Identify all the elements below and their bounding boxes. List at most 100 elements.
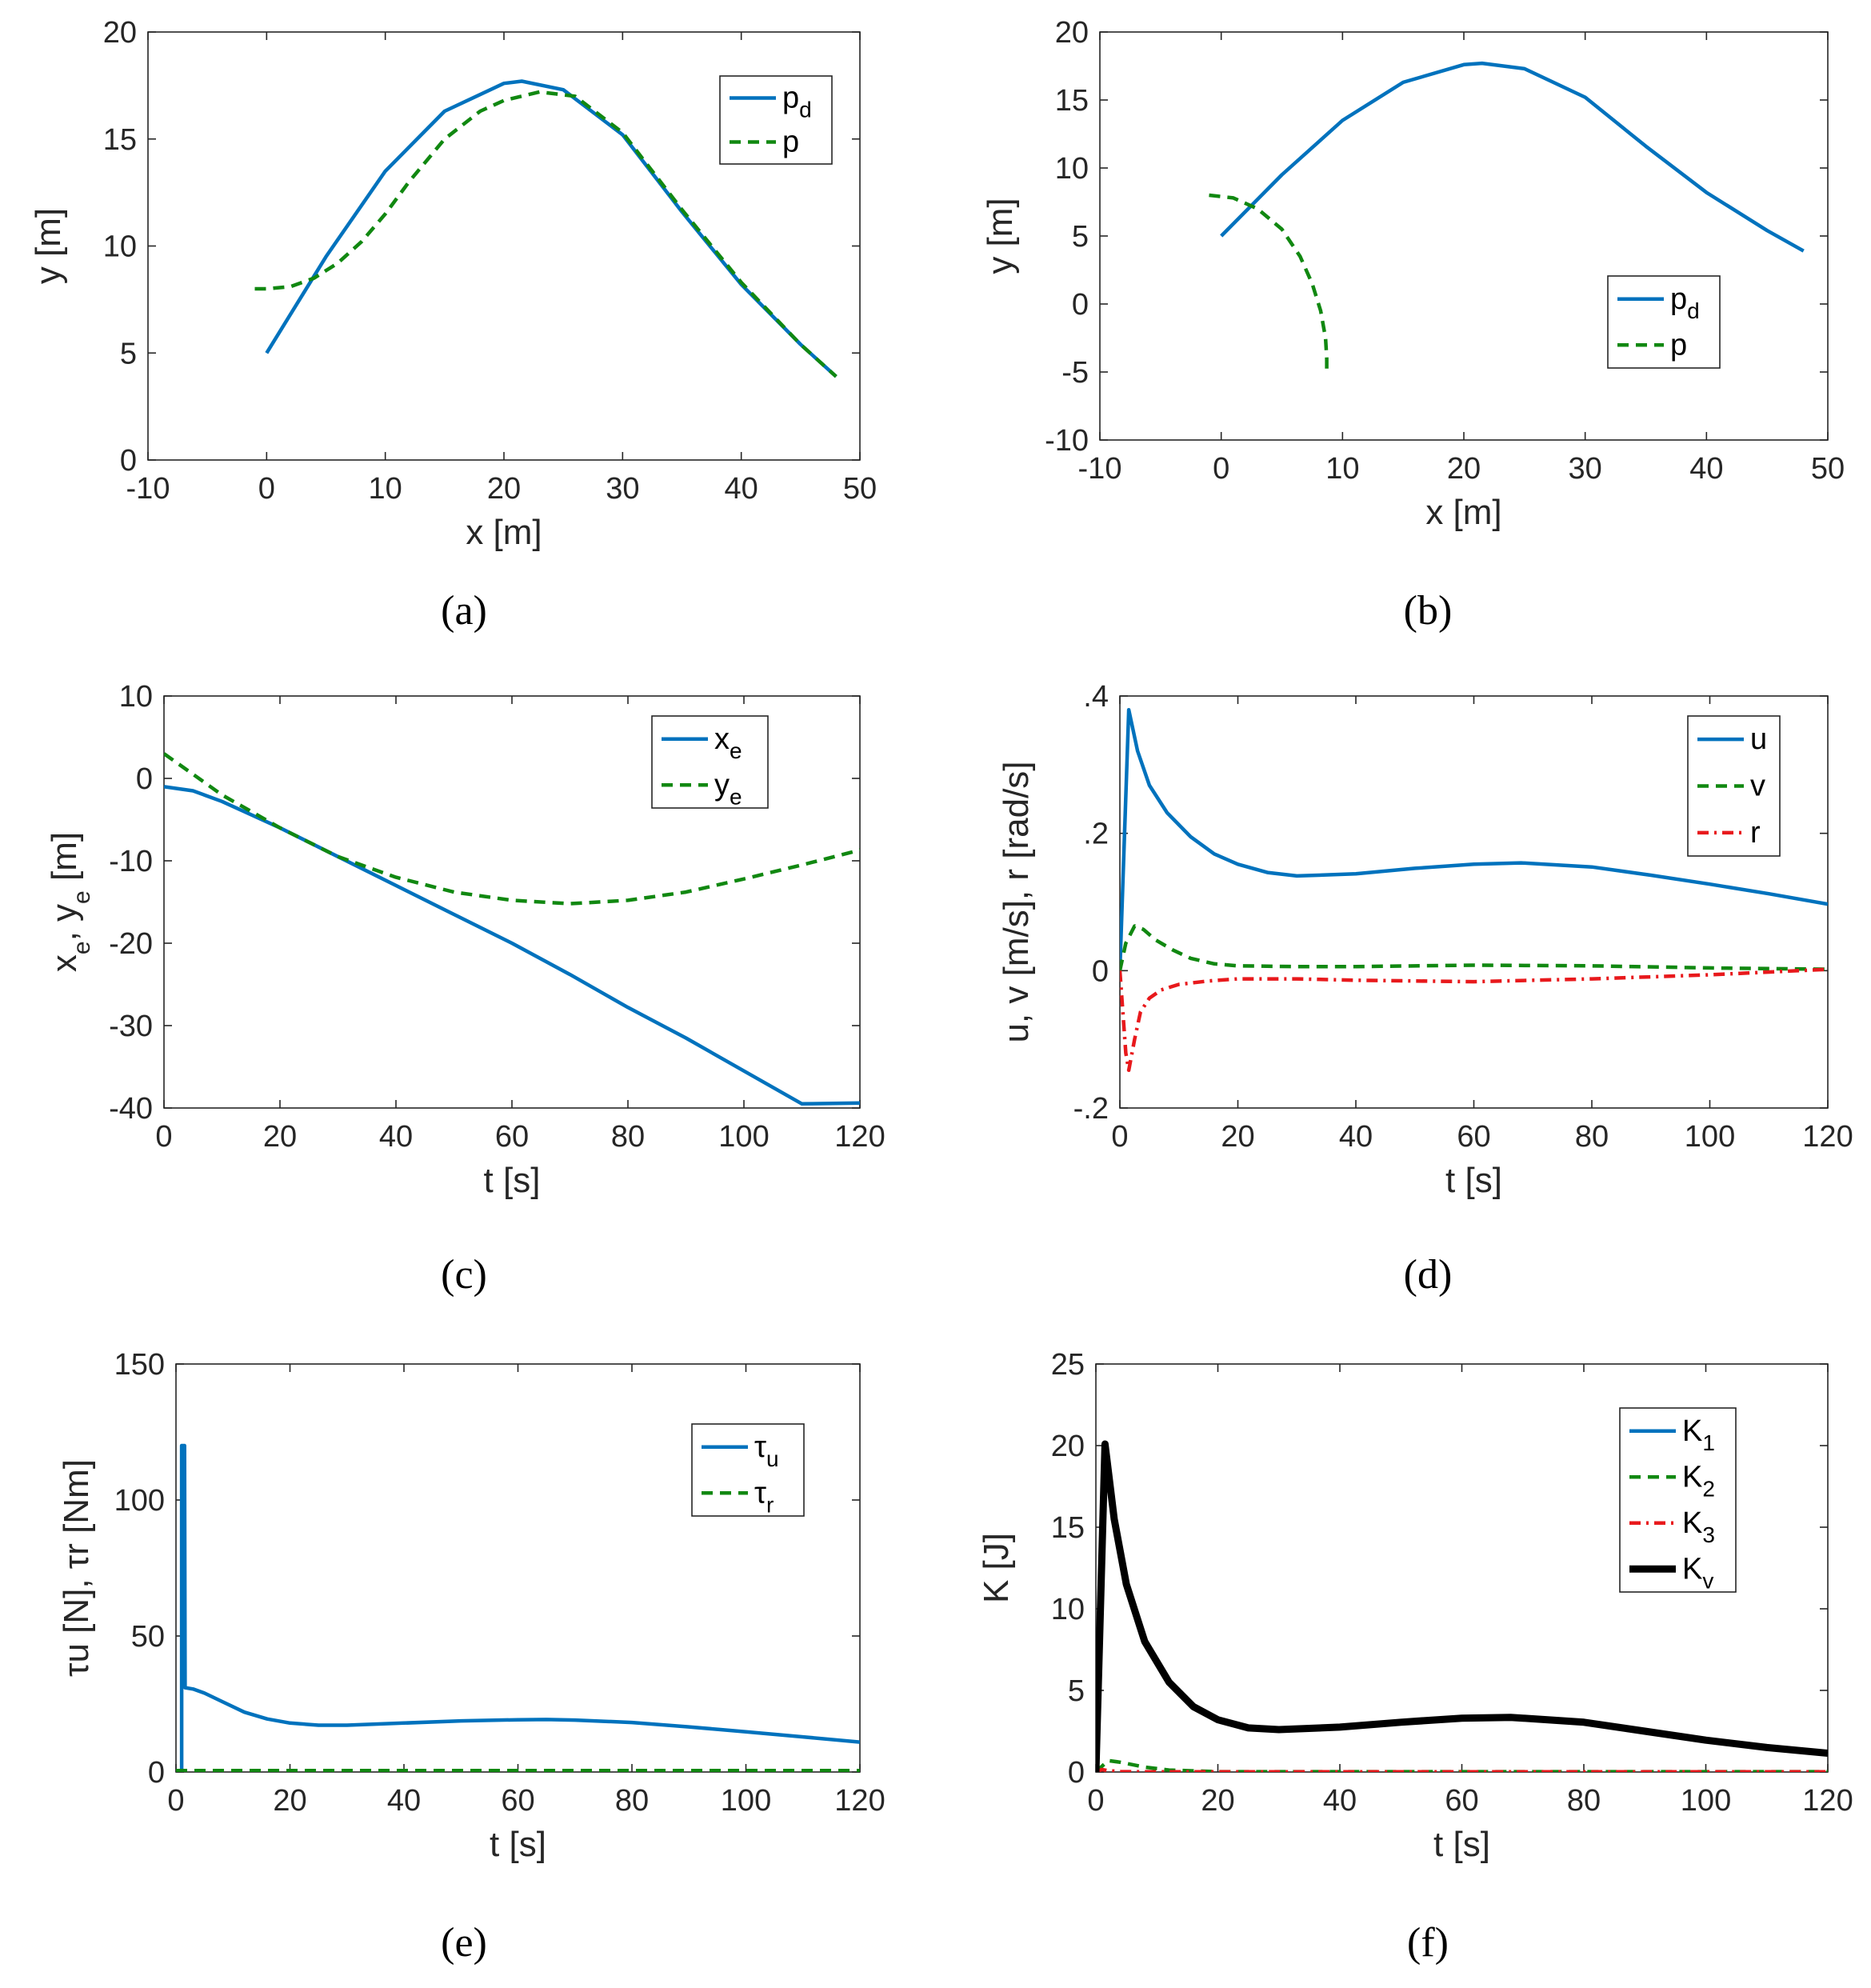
y-tick-label: -20 (109, 927, 153, 961)
y-axis-label: u, v [m/s], r [rad/s] (997, 761, 1036, 1042)
x-tick-label: 40 (1689, 452, 1723, 486)
series-group (176, 1443, 860, 1772)
x-tick-label: 0 (1111, 1120, 1128, 1154)
legend-label: xe (714, 722, 742, 763)
legend-label: τr (754, 1476, 774, 1517)
series-line-p-1 (1209, 193, 1329, 370)
x-tick-label: 0 (258, 472, 275, 506)
x-tick-label: 30 (606, 472, 639, 506)
legend-label: pd (782, 82, 812, 122)
x-tick-label: 20 (263, 1120, 297, 1154)
x-tick-label: 100 (718, 1120, 769, 1154)
x-tick-label: 40 (1323, 1784, 1357, 1818)
series-group (1096, 1440, 1828, 1772)
y-tick-label: 100 (114, 1484, 165, 1518)
x-axis-label: t [s] (1445, 1161, 1502, 1200)
x-tick-label: 60 (1445, 1784, 1478, 1818)
y-axis-label: τu [N], τr [Nm] (57, 1459, 96, 1677)
y-tick-label: 25 (1051, 1348, 1085, 1382)
y-tick-label: 20 (1055, 16, 1089, 50)
y-tick-label: 20 (103, 16, 137, 50)
series-group (1209, 61, 1805, 370)
x-tick-label: 0 (1213, 452, 1229, 486)
legend-label: p (1670, 328, 1687, 362)
x-axis-label: t [s] (484, 1161, 541, 1200)
x-axis-label: x [m] (1425, 493, 1501, 532)
y-tick-label: .4 (1083, 680, 1109, 714)
y-tick-label: 0 (148, 1756, 165, 1790)
subfigure-caption: (a) (441, 588, 487, 634)
x-tick-label: 80 (611, 1120, 645, 1154)
legend-label: r (1750, 816, 1761, 850)
x-tick-label: 40 (1339, 1120, 1373, 1154)
legend: τu τr (691, 1423, 805, 1517)
x-axis-label: t [s] (490, 1825, 546, 1864)
y-tick-label: 10 (103, 230, 137, 264)
x-tick-label: 10 (1325, 452, 1359, 486)
legend-label: u (1750, 722, 1767, 756)
legend-label: K1 (1682, 1414, 1715, 1455)
y-tick-label: -10 (109, 845, 153, 878)
y-tick-label: 5 (120, 337, 137, 370)
x-tick-label: 100 (1685, 1120, 1735, 1154)
x-tick-label: 20 (1201, 1784, 1234, 1818)
y-tick-label: 0 (136, 762, 153, 796)
x-tick-label: -10 (126, 472, 170, 506)
series-line-xe-0 (164, 785, 860, 1106)
series-line-v-1 (1120, 924, 1828, 971)
x-tick-label: -10 (1078, 452, 1122, 486)
legend: uvr (1687, 715, 1781, 857)
x-axis-label: t [s] (1433, 1825, 1490, 1864)
x-tick-label: 40 (379, 1120, 413, 1154)
y-tick-label: -10 (1045, 424, 1089, 458)
legend-label: K3 (1682, 1506, 1715, 1547)
x-tick-label: 120 (1802, 1120, 1853, 1154)
x-tick-label: 0 (1087, 1784, 1104, 1818)
x-tick-label: 20 (1221, 1120, 1254, 1154)
x-axis-label: x [m] (466, 513, 542, 552)
subfigure-caption: (e) (441, 1920, 487, 1966)
legend: pd p (719, 75, 833, 165)
y-tick-label: 50 (131, 1620, 165, 1654)
y-tick-label: 10 (1055, 152, 1089, 186)
subfigure-caption: (d) (1404, 1252, 1453, 1298)
series-line-Kv-3 (1096, 1440, 1828, 1772)
series-line-u-0 (179, 1443, 860, 1772)
legend-box (719, 75, 833, 165)
subfigure-caption: (b) (1404, 588, 1453, 634)
plot-area (1099, 31, 1829, 441)
x-tick-label: 40 (387, 1784, 421, 1818)
x-tick-label: 60 (1457, 1120, 1490, 1154)
legend-label: τu (754, 1430, 779, 1471)
y-tick-label: -40 (109, 1092, 153, 1126)
y-tick-label: 15 (1055, 84, 1089, 118)
y-tick-label: 10 (1051, 1593, 1085, 1626)
y-tick-label: 150 (114, 1348, 165, 1382)
legend-label: v (1750, 770, 1765, 803)
series-line-u-0 (1120, 707, 1828, 971)
x-tick-label: 80 (1575, 1120, 1609, 1154)
legend-box (691, 1423, 805, 1517)
x-tick-label: 20 (1447, 452, 1481, 486)
y-tick-label: 0 (1092, 954, 1109, 988)
y-axis-label: K [J] (977, 1533, 1016, 1603)
y-tick-label: 5 (1072, 220, 1089, 254)
chart-d: 0 20 40 60 80 100 120-.20.2.4t [s]u, v [m/s], … (997, 680, 1853, 1298)
legend: xe ye (651, 715, 769, 809)
x-tick-label: 120 (834, 1120, 885, 1154)
legend-box (651, 715, 769, 809)
x-tick-label: 0 (167, 1784, 184, 1818)
series-line-p-1 (254, 90, 838, 378)
legend-box (1619, 1407, 1737, 1593)
y-tick-label: -.2 (1073, 1092, 1109, 1126)
subfigure-caption: (f) (1407, 1920, 1449, 1966)
legend-label: p (782, 126, 799, 159)
x-tick-label: 60 (495, 1120, 529, 1154)
series-line-K3-2 (1096, 1767, 1828, 1772)
y-tick-label: 20 (1051, 1430, 1085, 1463)
x-tick-label: 20 (487, 472, 521, 506)
legend-box (1607, 275, 1721, 369)
